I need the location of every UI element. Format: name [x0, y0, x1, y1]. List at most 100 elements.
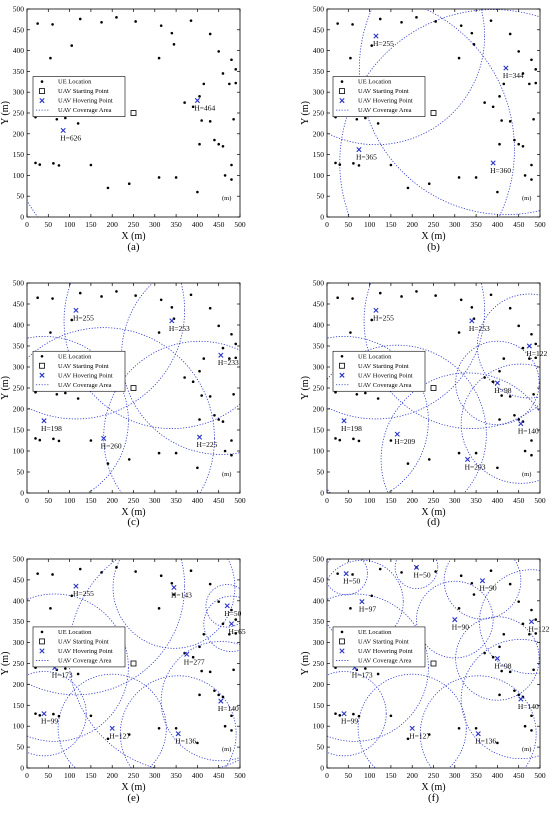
- ue-point: [198, 95, 201, 98]
- ue-point: [389, 714, 393, 718]
- ue-point: [234, 356, 238, 360]
- y-tick-label: 50: [317, 743, 325, 752]
- x-tick-label: 50: [45, 220, 53, 229]
- uav-height-label: H=198: [41, 424, 62, 433]
- ue-point: [534, 68, 538, 71]
- uav-height-label: H=50: [343, 577, 360, 586]
- ue-point: [159, 574, 163, 578]
- x-tick-label: 250: [128, 220, 140, 229]
- ue-point: [489, 569, 493, 573]
- legend-label: UAV Hovering Point: [58, 372, 113, 379]
- y-tick-label: 300: [13, 88, 25, 97]
- uav-coverage-circle: [416, 580, 494, 659]
- ue-point: [378, 17, 382, 21]
- y-tick-label: 400: [13, 46, 25, 55]
- ue-point: [221, 72, 225, 75]
- y-tick-label: 500: [313, 555, 325, 564]
- y-tick-label: 100: [313, 722, 325, 731]
- y-tick-label: 0: [320, 764, 324, 773]
- x-tick-label: 0: [325, 220, 329, 229]
- ue-point: [189, 569, 193, 573]
- ue-point: [489, 19, 493, 22]
- uav-hovering-point: [73, 583, 79, 589]
- x-tick-label: 50: [345, 771, 353, 780]
- ue-point: [223, 724, 227, 728]
- uav-marker-stroke: [343, 571, 349, 577]
- y-tick-label: 500: [13, 5, 25, 14]
- ue-point: [200, 119, 203, 122]
- y-tick-label: 250: [13, 384, 25, 393]
- uav-marker-stroke: [503, 65, 509, 71]
- uav-hovering-point: [175, 731, 181, 737]
- ue-point: [208, 670, 212, 674]
- ue-point: [115, 566, 118, 569]
- ue-point: [530, 453, 533, 457]
- ue-point: [500, 119, 503, 122]
- ue-point: [530, 163, 533, 167]
- ue-point: [217, 142, 220, 146]
- uav-marker-stroke: [526, 343, 532, 349]
- uav-marker-stroke: [341, 711, 347, 717]
- uav-height-label: H=253: [469, 324, 490, 333]
- ue-point: [234, 81, 238, 85]
- legend-label: UAV Hovering Point: [358, 648, 413, 655]
- ue-point: [523, 449, 527, 453]
- uav-hovering-point: [518, 421, 524, 427]
- y-tick-label: 50: [17, 192, 25, 201]
- y-tick-label: 150: [13, 150, 25, 159]
- ue-point: [357, 439, 361, 443]
- ue-point: [234, 342, 238, 346]
- y-tick-label: 350: [313, 342, 325, 351]
- uav-starting-point: [430, 110, 437, 116]
- uav-coverage-circle: [160, 641, 240, 762]
- legend-label: UAV Starting Point: [358, 88, 409, 95]
- ue-point: [198, 645, 201, 649]
- x-tick-label: 50: [45, 771, 53, 780]
- uav-hovering-point: [60, 127, 66, 134]
- uav-height-label: H=97: [359, 605, 376, 614]
- uav-marker-stroke: [41, 711, 47, 717]
- ue-point: [498, 693, 501, 697]
- ue-point: [51, 23, 54, 26]
- legend-start-marker: [39, 638, 45, 645]
- ue-point: [357, 164, 361, 167]
- ue-point: [183, 376, 186, 379]
- uav-coverage-circle: [63, 283, 240, 429]
- ue-point: [202, 82, 206, 86]
- x-tick-label: 300: [149, 771, 161, 780]
- uav-coverage-circle: [327, 344, 487, 493]
- uav-starting-point: [430, 385, 437, 391]
- uav-marker-stroke: [341, 418, 347, 424]
- ue-point: [415, 16, 418, 19]
- uav-starting-point: [130, 385, 137, 391]
- ue-point: [196, 466, 199, 470]
- legend-label: UAV Starting Point: [358, 363, 409, 370]
- legend-label: UAV Coverage Area: [358, 382, 412, 389]
- uav-coverage-circle: [455, 340, 540, 426]
- ue-point: [517, 50, 520, 53]
- ue-point: [470, 581, 474, 585]
- ue-point: [189, 19, 193, 22]
- ue-point: [459, 574, 463, 578]
- legend: UE Location UAV Starting Point UAV Hoverin…: [32, 350, 126, 392]
- uav-height-label: H=260: [101, 441, 122, 450]
- x-tick-label: 150: [85, 496, 97, 505]
- uav-marker-stroke: [494, 380, 500, 386]
- ue-point: [534, 356, 538, 360]
- uav-hovering-point: [494, 655, 500, 662]
- uav-marker-stroke: [469, 318, 475, 324]
- uav-coverage-circle: [460, 639, 540, 760]
- uav-coverage-circle: [327, 559, 368, 596]
- ue-point: [38, 163, 42, 166]
- legend-label: UAV Coverage Area: [358, 107, 412, 114]
- ue-point: [498, 418, 501, 421]
- ue-point: [491, 380, 495, 384]
- ue-point: [489, 293, 493, 297]
- ue-point: [491, 105, 495, 109]
- ue-point: [483, 376, 486, 379]
- ue-point: [189, 293, 193, 297]
- uav-coverage-circle: [479, 569, 540, 675]
- uav-marker-stroke: [518, 421, 524, 427]
- uav-hovering-point: [341, 418, 347, 424]
- x-tick-label: 300: [449, 496, 461, 505]
